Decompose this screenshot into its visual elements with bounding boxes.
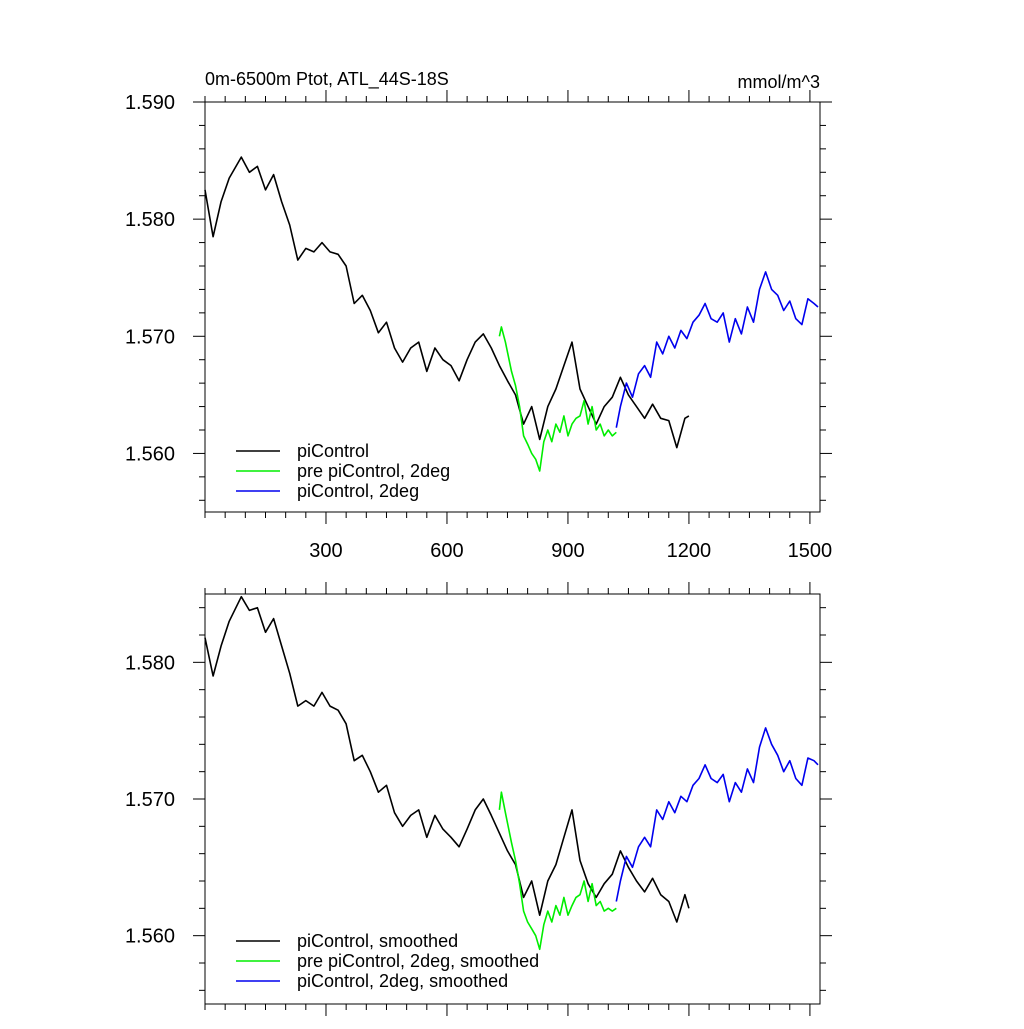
y-tick-label: 1.560 <box>125 443 175 465</box>
legend-label: piControl, 2deg <box>297 481 419 501</box>
x-tick-label: 600 <box>430 540 463 562</box>
series-line-2 <box>499 792 616 949</box>
x-tick-label: 300 <box>309 540 342 562</box>
y-tick-label: 1.590 <box>125 92 175 114</box>
y-tick-label: 1.580 <box>125 652 175 674</box>
legend-label: piControl, 2deg, smoothed <box>297 971 508 991</box>
x-tick-label: 1200 <box>667 540 712 562</box>
series-line-3 <box>616 272 818 428</box>
chart-title: 0m-6500m Ptot, ATL_44S-18S <box>205 69 449 90</box>
y-tick-label: 1.580 <box>125 209 175 231</box>
legend-label: pre piControl, 2deg <box>297 461 450 481</box>
x-tick-label: 1500 <box>788 540 833 562</box>
units-label: mmol/m^3 <box>738 72 820 92</box>
y-tick-label: 1.570 <box>125 789 175 811</box>
legend-label: pre piControl, 2deg, smoothed <box>297 951 539 971</box>
series-line-1 <box>205 157 689 448</box>
legend-label: piControl <box>297 441 369 461</box>
series-line-3 <box>616 728 818 902</box>
x-tick-label: 900 <box>551 540 584 562</box>
y-tick-label: 1.570 <box>125 326 175 348</box>
series-line-1 <box>205 597 689 922</box>
y-tick-label: 1.560 <box>125 926 175 948</box>
top-panel: 0m-6500m Ptot, ATL_44S-18S mmol/m^3 300 600… <box>125 69 832 562</box>
legend-label: piControl, smoothed <box>297 931 458 951</box>
